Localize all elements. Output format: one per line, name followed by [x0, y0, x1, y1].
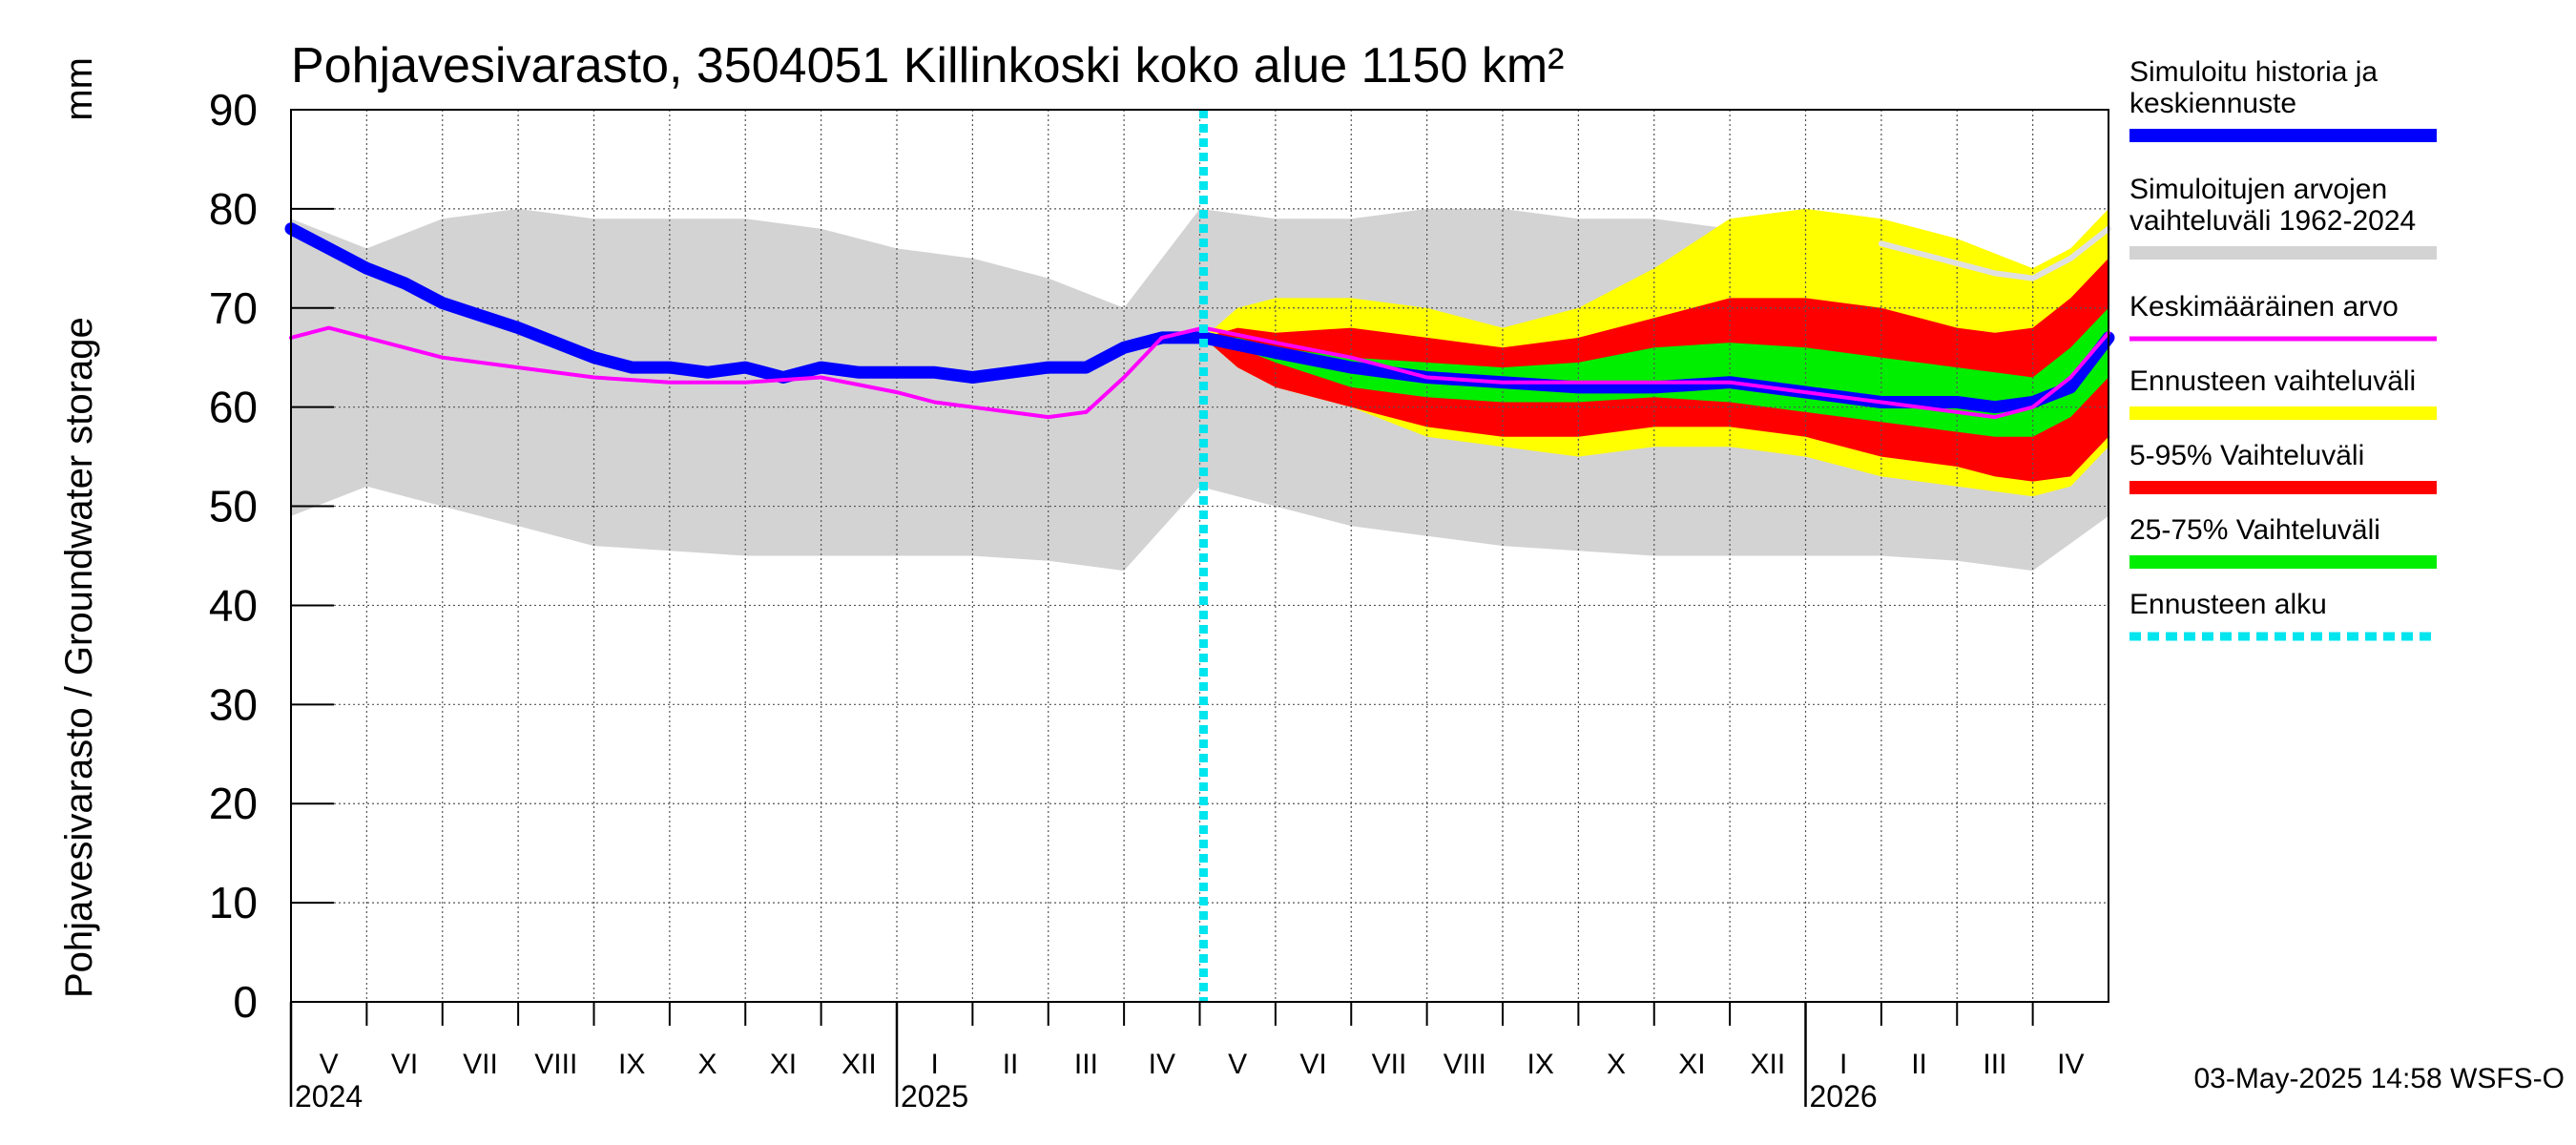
x-month-label: VIII [1444, 1049, 1486, 1080]
y-tick-label: 80 [209, 184, 258, 234]
y-tick-label: 10 [209, 878, 258, 927]
x-month-label: VI [391, 1049, 418, 1080]
x-month-label: I [1839, 1049, 1847, 1080]
y-tick-label: 30 [209, 679, 258, 729]
x-month-label: XII [841, 1049, 877, 1080]
y-axis-unit: mm [58, 57, 100, 121]
chart-title: Pohjavesivarasto, 3504051 Killinkoski ko… [291, 38, 1564, 94]
legend-label: vaihteluväli 1962-2024 [2129, 205, 2416, 237]
x-month-label: X [698, 1049, 717, 1080]
y-tick-label: 70 [209, 283, 258, 333]
line-layer [284, 110, 2115, 1002]
x-month-label: IV [2057, 1049, 2084, 1080]
y-tick-label: 40 [209, 580, 258, 630]
y-tick-label: 0 [233, 977, 258, 1027]
x-month-label: IX [1527, 1049, 1554, 1080]
x-year-label: 2026 [1810, 1079, 1878, 1114]
x-month-label: I [931, 1049, 939, 1080]
y-tick-label: 90 [209, 85, 258, 135]
legend-label: Simuloitu historia ja [2129, 56, 2378, 88]
x-month-label: V [1228, 1049, 1247, 1080]
footer-timestamp: 03-May-2025 14:58 WSFS-O [2194, 1063, 2566, 1094]
x-month-label: V [320, 1049, 339, 1080]
x-month-label: VI [1299, 1049, 1326, 1080]
y-axis-label: Pohjavesivarasto / Groundwater storage [58, 317, 100, 998]
series-line-simuloitujen-arvojen-maksimi [1878, 225, 2111, 281]
x-month-label: XI [770, 1049, 797, 1080]
y-tick-label: 60 [209, 383, 258, 432]
legend-label: Ennusteen alku [2129, 589, 2327, 620]
x-month-label: X [1607, 1049, 1626, 1080]
legend-label: Keskimääräinen arvo [2129, 291, 2399, 323]
x-month-label: III [1074, 1049, 1098, 1080]
grid-layer [291, 109, 2109, 1002]
series-line-keskim-r-inen-arvo [289, 325, 2110, 420]
x-month-label: VII [1372, 1049, 1407, 1080]
x-month-label: II [1911, 1049, 1927, 1080]
x-month-label: XII [1750, 1049, 1785, 1080]
y-tick-label: 50 [209, 482, 258, 531]
x-year-label: 2025 [901, 1079, 968, 1114]
x-month-label: IV [1149, 1049, 1175, 1080]
legend-label: Simuloitujen arvojen [2129, 174, 2387, 205]
x-month-label: XI [1678, 1049, 1705, 1080]
x-month-label: II [1003, 1049, 1019, 1080]
x-month-label: VIII [534, 1049, 577, 1080]
x-month-label: VII [463, 1049, 498, 1080]
x-month-label: IX [618, 1049, 645, 1080]
x-year-label: 2024 [295, 1079, 363, 1114]
legend-label: Ennusteen vaihteluväli [2129, 365, 2416, 397]
legend-label: 5-95% Vaihteluväli [2129, 440, 2364, 471]
legend-label: keskiennuste [2129, 88, 2296, 119]
y-tick-label: 20 [209, 779, 258, 828]
legend-label: 25-75% Vaihteluväli [2129, 514, 2380, 546]
x-month-label: III [1983, 1049, 2006, 1080]
